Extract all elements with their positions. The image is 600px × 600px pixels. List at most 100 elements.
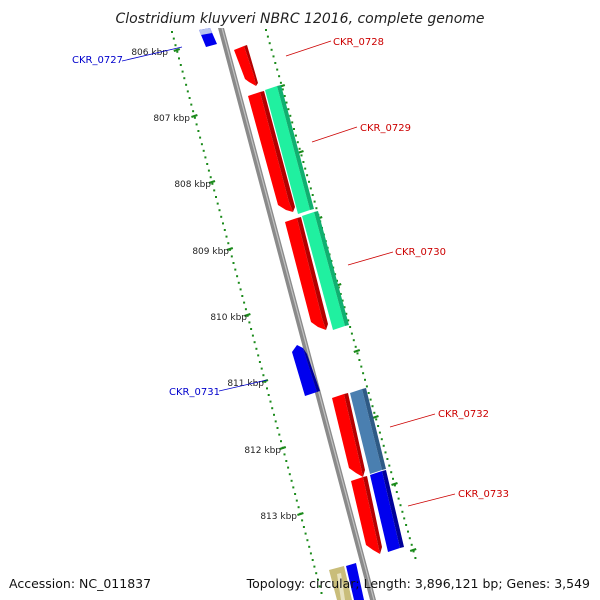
minor-tick: [239, 288, 242, 291]
minor-tick: [377, 425, 380, 427]
minor-tick: [345, 312, 348, 315]
minor-tick: [281, 88, 284, 91]
gene-features: [199, 28, 404, 600]
minor-tick: [313, 565, 316, 568]
gene-label-ckr-0729[interactable]: CKR_0729: [360, 123, 411, 134]
minor-tick: [192, 110, 195, 113]
minor-tick: [371, 405, 374, 408]
leader-line-ckr-0732: [389, 413, 436, 428]
minor-tick: [375, 418, 378, 421]
gene-ckr-0730[interactable]: [285, 211, 349, 330]
minor-tick: [258, 361, 261, 363]
minor-tick: [271, 407, 274, 410]
minor-tick: [207, 169, 210, 172]
gene-labels: CKR_0727 CKR_0728 CKR_0729 CKR_0730 CKR_…: [72, 37, 509, 507]
major-tick: [173, 47, 181, 53]
minor-tick: [300, 154, 303, 157]
minor-tick: [313, 200, 316, 203]
tick-label-806: 806 kbp: [131, 48, 168, 58]
major-tick: [297, 511, 304, 517]
genome-summary-text: Topology: circular; Length: 3,896,121 bp…: [246, 576, 590, 591]
tick-label-813: 813 kbp: [260, 512, 297, 522]
leader-line-ckr-0733: [407, 493, 456, 507]
minor-tick: [283, 453, 286, 456]
minor-tick: [227, 242, 230, 245]
minor-tick: [296, 141, 299, 144]
minor-tick: [320, 592, 323, 594]
minor-tick: [414, 557, 417, 559]
gene-label-ckr-0727[interactable]: CKR_0727: [72, 55, 123, 66]
gene-label-ckr-0731[interactable]: CKR_0731: [169, 387, 220, 398]
minor-tick: [288, 473, 291, 476]
minor-tick: [285, 101, 288, 104]
minor-tick: [405, 524, 408, 526]
minor-tick: [174, 44, 177, 47]
gene-ckr-0727[interactable]: [199, 28, 217, 47]
minor-tick: [267, 394, 270, 396]
minor-tick: [193, 116, 196, 119]
minor-tick: [293, 128, 295, 130]
minor-tick: [179, 64, 182, 66]
minor-tick: [213, 189, 216, 192]
tick-label-809: 809 kbp: [192, 247, 229, 257]
gene-label-ckr-0732[interactable]: CKR_0732: [438, 409, 489, 420]
minor-tick: [362, 372, 365, 375]
minor-tick: [253, 341, 256, 344]
minor-tick: [172, 37, 175, 40]
minor-tick: [215, 196, 217, 198]
minor-tick: [223, 229, 226, 231]
minor-tick: [181, 70, 184, 73]
tick-labels: 806 kbp 807 kbp 808 kbp 809 kbp 810 kbp …: [131, 48, 297, 522]
minor-tick: [373, 411, 376, 414]
minor-tick: [352, 339, 355, 342]
gene-label-ckr-0733[interactable]: CKR_0733: [458, 489, 509, 500]
gene-label-ckr-0730[interactable]: CKR_0730: [395, 247, 446, 258]
minor-tick: [298, 147, 301, 150]
minor-tick: [218, 209, 221, 212]
minor-tick: [407, 530, 409, 533]
major-tick: [208, 179, 216, 185]
gene-ckr-0733[interactable]: [351, 470, 404, 554]
major-tick: [353, 348, 361, 354]
minor-tick: [304, 532, 307, 535]
major-tick: [191, 113, 198, 119]
minor-tick: [287, 466, 290, 469]
minor-tick: [393, 484, 396, 487]
minor-tick: [279, 81, 282, 84]
minor-tick: [278, 433, 281, 436]
minor-tick: [289, 114, 292, 117]
minor-tick: [317, 578, 319, 581]
gene-label-ckr-0728[interactable]: CKR_0728: [333, 37, 384, 48]
minor-tick: [222, 222, 224, 225]
minor-tick: [269, 400, 272, 403]
tick-track-left: [171, 31, 323, 594]
minor-tick: [358, 359, 361, 361]
gene-partial-bottom: [329, 563, 364, 600]
minor-tick: [384, 451, 387, 454]
tick-label-812: 812 kbp: [244, 446, 281, 456]
minor-tick: [237, 281, 240, 284]
minor-tick: [272, 55, 275, 58]
minor-tick: [403, 517, 406, 520]
minor-tick: [206, 163, 209, 165]
minor-tick: [276, 427, 279, 429]
gene-ckr-0732[interactable]: [332, 388, 386, 477]
minor-tick: [364, 378, 366, 381]
minor-tick: [309, 187, 312, 190]
major-tick: [372, 414, 379, 420]
minor-tick: [347, 319, 350, 322]
tick-label-807: 807 kbp: [153, 114, 190, 124]
gene-ckr-0731[interactable]: [292, 345, 320, 396]
minor-tick: [241, 295, 244, 297]
gene-ckr-0729[interactable]: [248, 85, 314, 214]
minor-tick: [270, 48, 273, 51]
gene-ckr-0728[interactable]: [234, 45, 258, 86]
minor-tick: [410, 543, 413, 546]
minor-tick: [255, 347, 258, 350]
minor-tick: [311, 194, 314, 196]
minor-tick: [232, 262, 235, 264]
minor-tick: [390, 471, 393, 474]
minor-tick: [302, 526, 305, 528]
tick-label-811: 811 kbp: [227, 379, 264, 389]
